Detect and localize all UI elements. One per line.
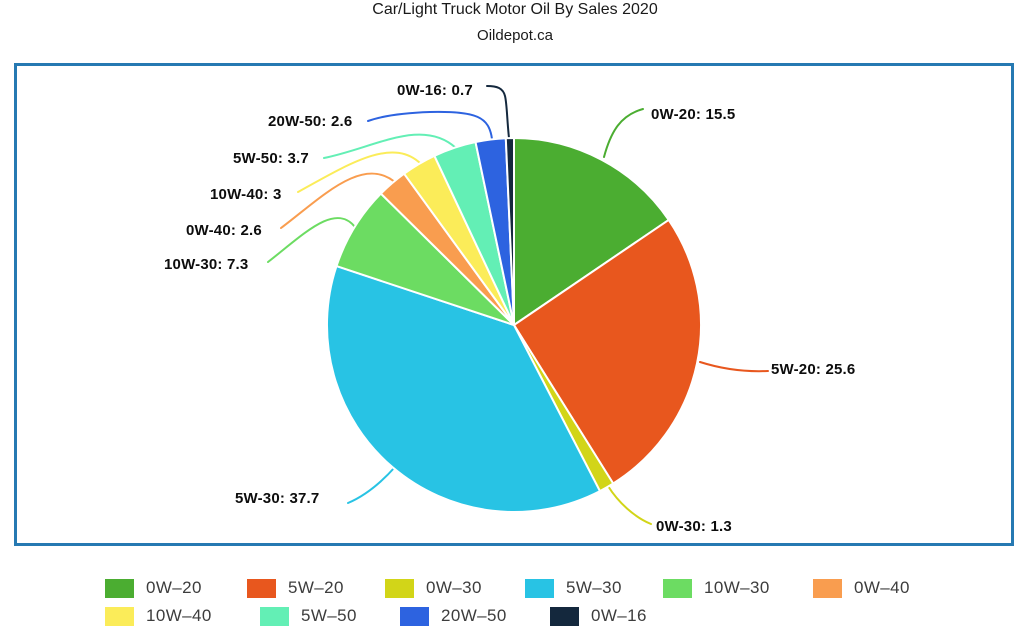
slice-label-10W-40: 10W-40: 3 [210, 186, 282, 203]
legend-item-0W-16[interactable]: 0W–16 [550, 606, 647, 626]
slice-label-0W-20: 0W-20: 15.5 [651, 106, 736, 123]
slice-label-0W-40: 0W-40: 2.6 [186, 222, 262, 239]
legend-label-0W-16: 0W–16 [591, 606, 647, 625]
slice-label-5W-20: 5W-20: 25.6 [771, 361, 856, 378]
legend-label-0W-30: 0W–30 [426, 578, 482, 597]
chart-subtitle: Oildepot.ca [477, 27, 553, 44]
legend-item-20W-50[interactable]: 20W–50 [400, 606, 507, 626]
leader-line-5W-30 [347, 466, 396, 504]
pie-slice-5W-30[interactable] [326, 265, 601, 514]
legend-swatch-10W-30 [663, 578, 692, 598]
leader-line-10W-40 [297, 151, 422, 193]
legend-swatch-0W-20 [105, 578, 134, 598]
legend-swatch-5W-30 [525, 578, 554, 598]
legend-label-0W-20: 0W–20 [146, 578, 202, 597]
legend-item-10W-30[interactable]: 10W–30 [663, 578, 770, 598]
legend-label-5W-50: 5W–50 [301, 606, 357, 625]
legend-swatch-20W-50 [400, 606, 429, 626]
leader-line-20W-50 [367, 110, 493, 140]
legend-swatch-5W-50 [260, 606, 289, 626]
legend-item-10W-40[interactable]: 10W–40 [105, 606, 212, 626]
leader-line-10W-30 [267, 216, 356, 263]
legend-swatch-5W-20 [247, 578, 276, 598]
slice-label-5W-30: 5W-30: 37.7 [235, 490, 320, 507]
pie-slices-group [326, 137, 703, 514]
leader-line-0W-16 [486, 85, 510, 139]
legend-label-0W-40: 0W–40 [854, 578, 910, 597]
legend-swatch-0W-16 [550, 606, 579, 626]
legend-item-0W-20[interactable]: 0W–20 [105, 578, 202, 598]
legend-swatch-0W-30 [385, 578, 414, 598]
leader-line-5W-20 [699, 361, 769, 373]
slice-label-10W-30: 10W-30: 7.3 [164, 256, 249, 273]
legend-item-5W-30[interactable]: 5W–30 [525, 578, 622, 598]
legend-item-5W-50[interactable]: 5W–50 [260, 606, 357, 626]
leader-line-0W-40 [280, 172, 398, 229]
leader-lines-group [267, 85, 769, 525]
legend-swatch-10W-40 [105, 606, 134, 626]
legend-label-20W-50: 20W–50 [441, 606, 507, 625]
chart-title: Car/Light Truck Motor Oil By Sales 2020 [372, 1, 658, 18]
legend-label-10W-30: 10W–30 [704, 578, 770, 597]
leader-line-0W-20 [603, 108, 644, 158]
legend-label-10W-40: 10W–40 [146, 606, 212, 625]
pie-slice-0W-16[interactable] [504, 137, 515, 326]
slice-label-0W-16: 0W-16: 0.7 [397, 82, 473, 99]
pie-slice-0W-20[interactable] [513, 137, 670, 326]
legend-item-5W-20[interactable]: 5W–20 [247, 578, 344, 598]
legend-item-0W-30[interactable]: 0W–30 [385, 578, 482, 598]
legend-label-5W-30: 5W–30 [566, 578, 622, 597]
leader-line-5W-50 [323, 133, 457, 159]
slice-label-20W-50: 20W-50: 2.6 [268, 113, 353, 130]
legend-swatch-0W-40 [813, 578, 842, 598]
legend-label-5W-20: 5W–20 [288, 578, 344, 597]
slice-label-5W-50: 5W-50: 3.7 [233, 150, 309, 167]
legend-item-0W-40[interactable]: 0W–40 [813, 578, 910, 598]
leader-line-0W-30 [607, 485, 652, 525]
slice-label-0W-30: 0W-30: 1.3 [656, 518, 732, 535]
pie-slice-5W-20[interactable] [513, 218, 703, 485]
